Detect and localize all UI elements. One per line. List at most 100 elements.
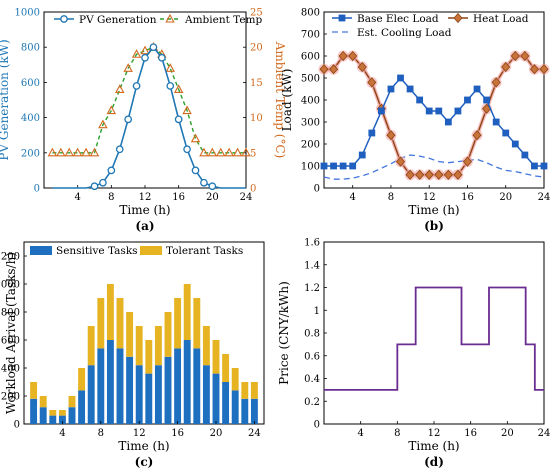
panel-d-xtick-label: 24 xyxy=(538,428,550,439)
panel-c-bar-sensitive xyxy=(212,373,220,424)
panel-c-bar-sensitive xyxy=(135,365,143,424)
panel-b-base-point xyxy=(492,118,500,126)
panel-b-base-point xyxy=(444,118,452,126)
panel-c-bar-sensitive xyxy=(39,407,47,424)
panel-a-right-ytick-label: 25 xyxy=(250,8,263,19)
panel-c-xtick-label: 24 xyxy=(248,428,261,439)
panel-a-ytick-label: 0 xyxy=(34,184,40,195)
panel-a-pv-line xyxy=(52,45,246,189)
panel-d-panel-label: (d) xyxy=(424,455,444,469)
panel-c-bar-sensitive xyxy=(193,348,201,424)
panel-a-temp-point xyxy=(232,147,243,157)
panel-d-price-line xyxy=(324,286,544,391)
panel-a-temp-point xyxy=(56,147,66,157)
panel-b-panel-label: (b) xyxy=(424,219,444,233)
panel-a-xtick-label: 16 xyxy=(172,192,185,203)
panel-a-pv-point xyxy=(208,182,217,191)
panel-b-ytick-label: 600 xyxy=(301,52,320,63)
panel-a-right-ytick-label: 15 xyxy=(250,78,263,89)
panel-a-pv-point xyxy=(90,182,99,191)
panel-d-ytick-label: 0.6 xyxy=(304,351,320,362)
panel-b-xtick-label: 12 xyxy=(423,192,436,203)
panel-c-bar-tolerant xyxy=(154,326,162,366)
panel-a-plot-frame xyxy=(43,11,247,189)
panel-c-bar-tolerant xyxy=(193,298,201,349)
panel-b-xtick-label: 8 xyxy=(388,192,394,203)
panel-a-temp-point xyxy=(89,147,100,157)
panel-b-heat-point xyxy=(405,169,415,180)
panel-b-heat-point xyxy=(357,61,367,73)
panel-a-temp-point xyxy=(98,119,108,129)
legend-sensitive-swatch xyxy=(30,246,52,255)
panel-b-heat-point xyxy=(434,169,444,180)
panel-b-ytick-label: 0 xyxy=(314,184,320,195)
panel-a-temp-line xyxy=(52,46,246,154)
panel-b-heat-point xyxy=(529,64,539,75)
panel-a-pv-point xyxy=(107,166,116,175)
legend-temp-label: Ambient Temp xyxy=(184,14,263,26)
panel-d-xtick-label: 12 xyxy=(428,428,441,439)
panel-a-pv-point xyxy=(174,115,183,124)
panel-c-bar-sensitive xyxy=(97,348,105,424)
panel-c-ytick-label: 1000 xyxy=(0,280,20,291)
panel-a-temp-point xyxy=(115,84,125,93)
legend-tolerant-label: Tolerant Tasks xyxy=(166,245,243,257)
panel-c-bar-tolerant xyxy=(183,284,191,340)
panel-d-plot-frame xyxy=(323,241,545,425)
panel-c-bar-sensitive xyxy=(231,390,239,424)
panel-b-base-point xyxy=(377,107,385,115)
panel-c-bar-tolerant xyxy=(78,368,86,391)
panel-a-right-ytick-label: 5 xyxy=(250,148,256,159)
panel-a-temp-point xyxy=(190,133,201,143)
panel-b-base-point xyxy=(435,107,443,115)
panel-c-bar-sensitive xyxy=(154,365,162,424)
panel-b-base-point xyxy=(358,151,366,159)
panel-a-temp-point xyxy=(64,147,74,157)
panel-c-ytick-label: 400 xyxy=(1,364,20,375)
panel-a-temp-point xyxy=(199,147,209,157)
panel-b-ytick-label: 700 xyxy=(301,30,320,41)
panel-b-base-point xyxy=(397,74,404,82)
panel-b-base-point xyxy=(425,107,433,115)
panel-b-base-point xyxy=(416,96,424,104)
panel-a-temp-point xyxy=(241,147,251,157)
panel-a-xlabel: Time (h) xyxy=(119,203,170,217)
panel-b-heat-point xyxy=(453,169,463,180)
panel-a-ylabel: PV Generation (kW) xyxy=(0,39,11,160)
panel-c-bar-sensitive xyxy=(30,398,38,424)
panel-c-bar-tolerant xyxy=(30,382,38,399)
panel-c-bar-tolerant xyxy=(135,326,143,366)
panel-a-ytick-label: 400 xyxy=(21,113,40,124)
panel-c-bar-sensitive xyxy=(126,356,134,424)
panel-b-base-point xyxy=(473,85,481,93)
panel-b-ytick-label: 400 xyxy=(301,96,320,107)
panel-b-base-point xyxy=(330,162,337,170)
panel-a-pv-point xyxy=(157,53,166,62)
panel-d-xtick-label: 16 xyxy=(464,428,477,439)
panel-c-bar-tolerant xyxy=(58,410,66,416)
panel-b-base-point xyxy=(454,107,462,115)
panel-b-heat-point xyxy=(338,50,348,62)
panel-a-temp-point xyxy=(72,147,83,157)
panel-b-cooling-line xyxy=(323,154,545,180)
panel-b-base-point xyxy=(521,151,529,159)
panel-b-heat-point xyxy=(415,169,425,180)
panel-b-ytick-label: 100 xyxy=(301,162,320,173)
panel-d-ytick-label: 1 xyxy=(314,306,320,317)
panel-c-ytick-label: 0 xyxy=(14,420,20,431)
panel-a-temp-point xyxy=(216,147,226,157)
legend-heat-swatch-marker xyxy=(453,12,463,24)
panel-d-ytick-label: 0.4 xyxy=(304,374,320,385)
panel-c-legend: Sensitive Tasks Tolerant Tasks xyxy=(30,245,243,257)
panel-c-bar-tolerant xyxy=(202,326,210,366)
panel-b-heat-point xyxy=(443,169,453,180)
panel-b-heat-point xyxy=(319,64,329,75)
panel-c-bar-sensitive xyxy=(250,398,258,424)
panel-b-xtick-label: 24 xyxy=(538,192,550,203)
panel-a-temp-point xyxy=(182,105,192,115)
legend-base-label: Base Elec Load xyxy=(357,13,439,25)
panel-c-bar-sensitive xyxy=(241,398,249,424)
panel-b-base-point xyxy=(531,162,538,170)
panel-b-heat-point xyxy=(491,77,501,88)
panel-c-bar-tolerant xyxy=(212,340,220,374)
